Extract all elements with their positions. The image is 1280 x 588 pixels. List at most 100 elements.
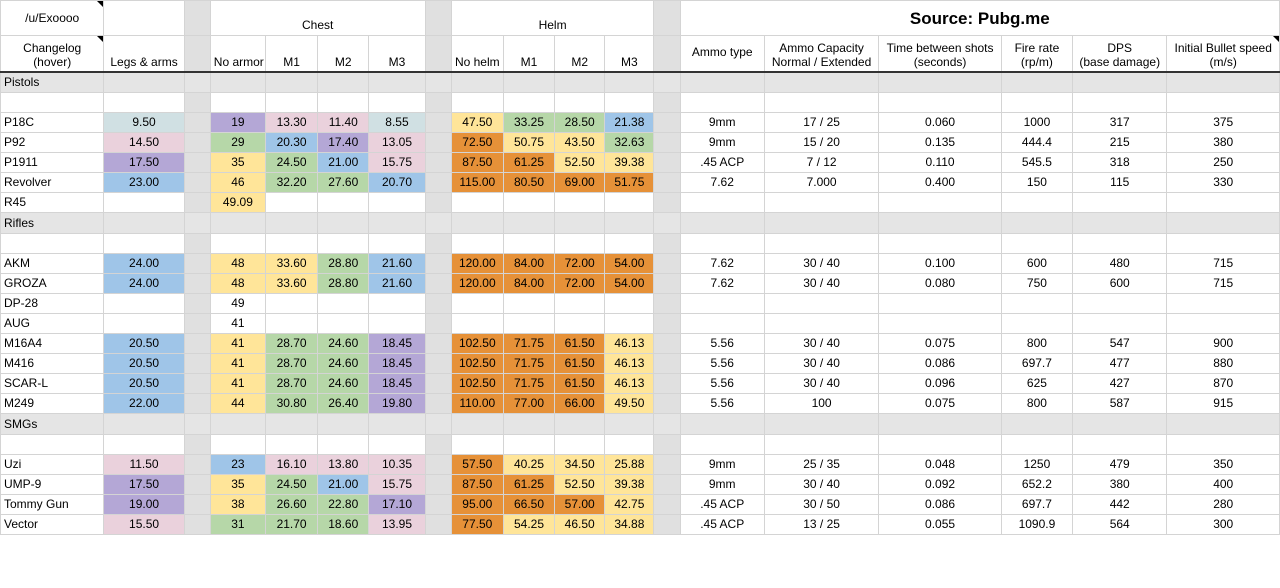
gap-cell[interactable] — [653, 454, 681, 475]
section-cell[interactable] — [679, 212, 765, 234]
no-armor-cell[interactable]: 48 — [209, 273, 266, 294]
helm-m3-cell[interactable]: 34.88 — [604, 514, 655, 535]
chest-m1-cell[interactable]: 33.60 — [264, 253, 319, 274]
legs-arms-cell[interactable]: 14.50 — [103, 132, 185, 153]
helm-m1-cell[interactable]: 84.00 — [502, 273, 556, 294]
gap-cell[interactable] — [653, 373, 681, 394]
legs-arms-cell[interactable]: 19.00 — [103, 494, 185, 515]
no-helm-header[interactable]: No helm — [450, 35, 504, 73]
empty-cell[interactable] — [679, 434, 765, 455]
bullet-speed-cell[interactable] — [1166, 293, 1280, 314]
gap-cell[interactable] — [183, 152, 211, 173]
helm-m3-cell[interactable]: 54.00 — [604, 253, 655, 274]
section-cell[interactable] — [317, 212, 370, 234]
bullet-speed-cell[interactable]: 375 — [1166, 112, 1280, 133]
gap-cell[interactable] — [653, 514, 681, 535]
gap-cell[interactable] — [653, 253, 681, 274]
gap-cell[interactable] — [183, 474, 211, 495]
weapon-name-cell[interactable]: AKM — [0, 253, 105, 274]
ammo-type-cell[interactable]: .45 ACP — [679, 152, 765, 173]
helm-m2-cell[interactable]: 61.50 — [554, 373, 606, 394]
time-between-shots-cell[interactable] — [878, 293, 1002, 314]
section-cell[interactable] — [450, 413, 504, 435]
weapon-name-cell[interactable]: P18C — [0, 112, 105, 133]
time-between-shots-cell[interactable]: 0.400 — [878, 172, 1002, 193]
section-cell[interactable] — [878, 71, 1002, 93]
weapon-name-cell[interactable]: GROZA — [0, 273, 105, 294]
empty-cell[interactable] — [878, 434, 1002, 455]
empty-cell[interactable] — [264, 92, 319, 113]
section-cell[interactable] — [103, 413, 185, 435]
ammo-capacity-cell[interactable]: 7.000 — [763, 172, 880, 193]
bullet-speed-cell[interactable]: 280 — [1166, 494, 1280, 515]
helm-m2-cell[interactable]: 43.50 — [554, 132, 606, 153]
helm-m3-cell[interactable]: 46.13 — [604, 373, 655, 394]
helm-m3-cell[interactable]: 39.38 — [604, 474, 655, 495]
weapon-name-cell[interactable]: M416 — [0, 353, 105, 374]
chest-m2-cell[interactable]: 27.60 — [317, 172, 370, 193]
no-helm-cell[interactable]: 47.50 — [450, 112, 504, 133]
weapon-name-cell[interactable]: Uzi — [0, 454, 105, 475]
gap-cell[interactable] — [424, 112, 452, 133]
chest-m3-cell[interactable]: 18.45 — [368, 353, 426, 374]
dps-cell[interactable]: 442 — [1072, 494, 1168, 515]
empty-cell[interactable] — [604, 233, 655, 254]
helm-m1-cell[interactable]: 61.25 — [502, 152, 556, 173]
section-cell[interactable] — [1072, 212, 1168, 234]
helm-m2-cell[interactable]: 72.00 — [554, 253, 606, 274]
empty-cell[interactable] — [554, 233, 606, 254]
helm-m1-cell[interactable]: 40.25 — [502, 454, 556, 475]
section-cell[interactable] — [1000, 71, 1074, 93]
chest-m2-header[interactable]: M2 — [317, 35, 370, 73]
weapon-name-cell[interactable]: M16A4 — [0, 333, 105, 354]
gap-cell[interactable] — [183, 71, 211, 93]
ammo-type-cell[interactable]: 9mm — [679, 454, 765, 475]
ammo-capacity-cell[interactable] — [763, 313, 880, 334]
no-helm-cell[interactable]: 87.50 — [450, 152, 504, 173]
dps-cell[interactable]: 427 — [1072, 373, 1168, 394]
no-armor-cell[interactable]: 49.09 — [209, 192, 266, 213]
empty-cell[interactable] — [1072, 434, 1168, 455]
empty-cell[interactable] — [103, 233, 185, 254]
gap-cell[interactable] — [653, 192, 681, 213]
weapon-name-cell[interactable]: Tommy Gun — [0, 494, 105, 515]
chest-m3-cell[interactable]: 18.45 — [368, 333, 426, 354]
section-cell[interactable] — [502, 413, 556, 435]
gap-cell[interactable] — [424, 192, 452, 213]
empty-cell[interactable] — [1000, 434, 1074, 455]
fire-rate-cell[interactable]: 697.7 — [1000, 494, 1074, 515]
empty-cell[interactable] — [604, 434, 655, 455]
helm-m3-cell[interactable] — [604, 313, 655, 334]
gap-cell[interactable] — [424, 0, 452, 36]
gap-cell[interactable] — [183, 393, 211, 414]
gap-cell[interactable] — [183, 353, 211, 374]
helm-m1-cell[interactable]: 50.75 — [502, 132, 556, 153]
helm-m1-cell[interactable]: 80.50 — [502, 172, 556, 193]
ammo-type-cell[interactable]: 5.56 — [679, 353, 765, 374]
chest-m3-cell[interactable]: 21.60 — [368, 253, 426, 274]
gap-cell[interactable] — [424, 152, 452, 173]
gap-cell[interactable] — [183, 434, 211, 455]
gap-cell[interactable] — [424, 413, 452, 435]
fire-rate-cell[interactable] — [1000, 192, 1074, 213]
dps-cell[interactable] — [1072, 192, 1168, 213]
dps-cell[interactable]: 215 — [1072, 132, 1168, 153]
gap-cell[interactable] — [653, 112, 681, 133]
bullet-speed-header[interactable]: Initial Bullet speed (m/s) — [1166, 35, 1280, 73]
gap-cell[interactable] — [183, 172, 211, 193]
no-helm-cell[interactable]: 102.50 — [450, 333, 504, 354]
fire-rate-cell[interactable]: 1000 — [1000, 112, 1074, 133]
empty-cell[interactable] — [264, 233, 319, 254]
empty-cell[interactable] — [1000, 233, 1074, 254]
helm-m2-header[interactable]: M2 — [554, 35, 606, 73]
no-armor-cell[interactable]: 48 — [209, 253, 266, 274]
gap-cell[interactable] — [653, 434, 681, 455]
ammo-type-cell[interactable]: 7.62 — [679, 172, 765, 193]
section-title[interactable]: Rifles — [0, 212, 105, 234]
ammo-type-cell[interactable]: 5.56 — [679, 333, 765, 354]
gap-cell[interactable] — [424, 92, 452, 113]
helm-m2-cell[interactable]: 57.00 — [554, 494, 606, 515]
helm-m2-cell[interactable]: 61.50 — [554, 353, 606, 374]
time-between-shots-header[interactable]: Time between shots (seconds) — [878, 35, 1002, 73]
gap-cell[interactable] — [424, 273, 452, 294]
